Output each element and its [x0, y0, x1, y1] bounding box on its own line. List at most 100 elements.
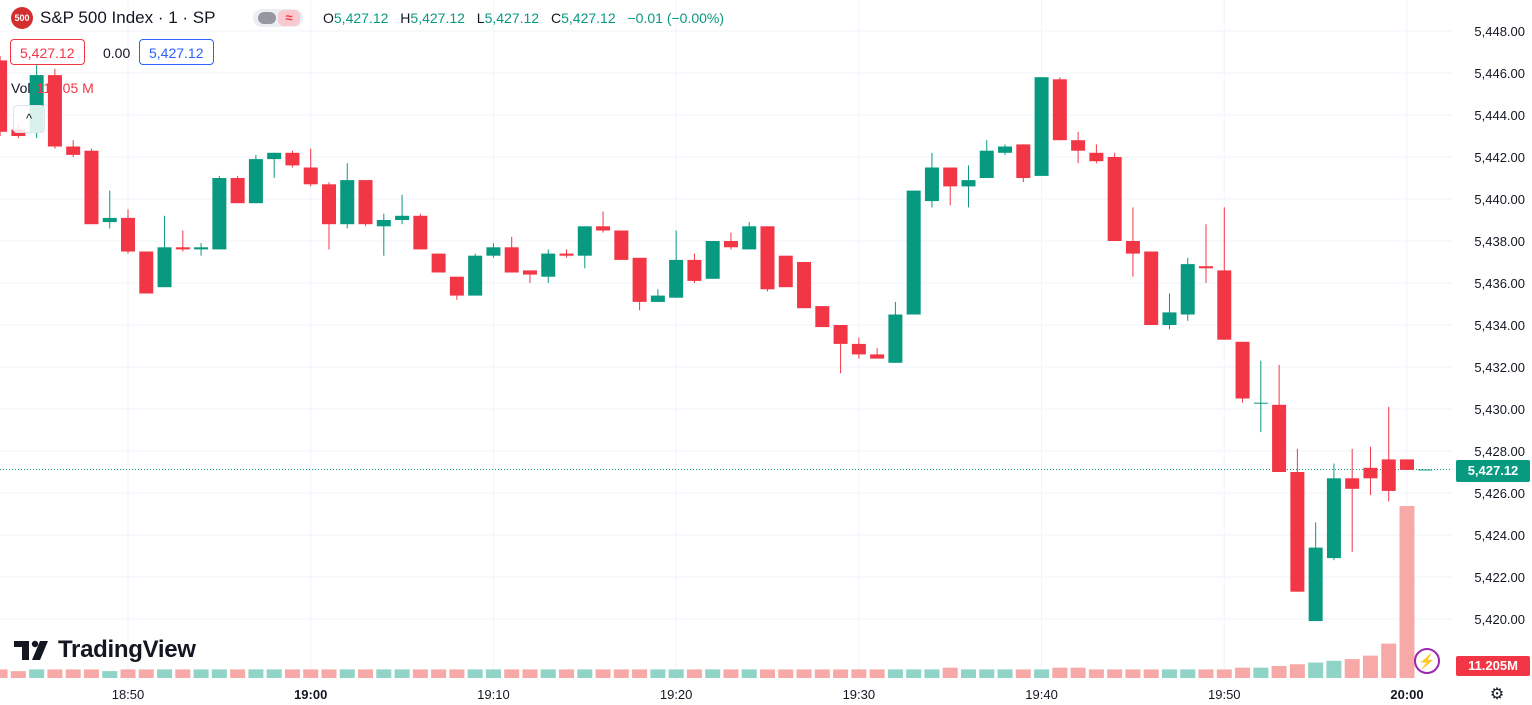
- volume-bar: [851, 669, 867, 678]
- x-tick-label: 19:30: [843, 687, 876, 702]
- volume-bar: [814, 669, 830, 678]
- volume-bar: [1107, 669, 1123, 678]
- candle-body: [705, 241, 720, 279]
- candle-body: [1326, 478, 1341, 559]
- time-axis: 18:50 19:00 19:10 19:20 19:30 19:40 19:50 20:00: [112, 687, 1424, 702]
- volume-bar: [760, 669, 775, 678]
- candle: [687, 253, 702, 283]
- candle: [248, 154, 263, 204]
- y-tick-label: 5,434.00: [1474, 318, 1525, 333]
- volume-bar: [979, 669, 995, 678]
- y-tick-label: 5,424.00: [1474, 528, 1525, 543]
- volume-bar: [1198, 669, 1214, 678]
- candle-body: [577, 226, 592, 256]
- candle: [1308, 522, 1323, 622]
- lightning-icon[interactable]: ⚡: [1414, 648, 1440, 674]
- candle-body: [1400, 459, 1414, 470]
- candle-body: [102, 217, 117, 223]
- volume-bar: [997, 669, 1013, 678]
- tradingview-logo[interactable]: TradingView: [14, 636, 196, 666]
- high-value: 5,427.12: [410, 10, 465, 26]
- candle-body: [248, 159, 263, 204]
- volume-legend[interactable]: Vol 11.205 M: [11, 80, 94, 96]
- volume-bar: [1143, 669, 1159, 678]
- candle-body: [0, 60, 8, 132]
- candle: [413, 213, 428, 250]
- volume-legend-value: 11.205 M: [36, 80, 94, 96]
- candle: [504, 236, 519, 273]
- volume-bar: [559, 669, 575, 678]
- candle: [760, 226, 775, 292]
- candle-body: [797, 262, 812, 309]
- candle-body: [742, 226, 757, 250]
- indicator-toggle[interactable]: ≈: [253, 9, 303, 27]
- volume-bar: [1381, 643, 1397, 678]
- volume-bar: [1326, 660, 1342, 678]
- candle-body: [1418, 469, 1433, 471]
- low-label: L: [476, 10, 485, 26]
- volume-bar: [211, 669, 227, 678]
- candle: [998, 144, 1013, 155]
- volume-bar: [796, 669, 812, 678]
- open-value: 5,427.12: [333, 10, 389, 26]
- candle: [1418, 469, 1433, 471]
- candle: [395, 194, 410, 225]
- candle: [650, 289, 665, 302]
- low-value: 5,427.12: [484, 10, 540, 26]
- ohlc-legend: O5,427.12 H5,427.12 L5,427.12 C5,427.12 …: [323, 10, 732, 26]
- y-tick-label: 5,444.00: [1474, 108, 1525, 123]
- candle-body: [851, 343, 866, 355]
- candle: [194, 243, 209, 256]
- candle-body: [66, 146, 81, 155]
- candle-body: [998, 146, 1013, 153]
- volume-bar: [1271, 665, 1287, 678]
- candle: [541, 249, 556, 283]
- candle-body: [687, 259, 702, 281]
- chevron-up-icon[interactable]: ^: [13, 105, 45, 133]
- x-tick-label: 19:00: [294, 687, 327, 702]
- candle: [1089, 144, 1104, 164]
- candle-body: [1162, 312, 1177, 325]
- candle-body: [650, 295, 665, 302]
- y-tick-label: 5,440.00: [1474, 192, 1525, 207]
- volume-bar: [467, 669, 483, 678]
- volume-bar: [504, 669, 520, 678]
- volume-bar: [412, 669, 428, 678]
- candle: [851, 337, 866, 359]
- candle-body: [596, 226, 611, 231]
- candle: [1107, 152, 1122, 241]
- candle-body: [870, 354, 885, 359]
- candle-body: [723, 241, 738, 248]
- candle: [1162, 293, 1177, 330]
- volume-bar: [1161, 669, 1177, 678]
- x-tick-label: 20:00: [1390, 687, 1423, 702]
- volume-bar: [83, 669, 99, 678]
- candle-body: [303, 167, 318, 185]
- volume-bar: [230, 669, 246, 678]
- settings-icon[interactable]: ⚙: [1489, 686, 1505, 703]
- volume-bar: [1034, 669, 1050, 678]
- volume-bar: [120, 669, 136, 678]
- candle: [1144, 251, 1159, 325]
- x-tick-label: 19:50: [1208, 687, 1241, 702]
- x-tick-label: 18:50: [112, 687, 145, 702]
- candle-body: [1363, 467, 1378, 479]
- candle: [778, 255, 793, 288]
- volume-bar: [1253, 667, 1269, 678]
- buy-price-button[interactable]: 5,427.12: [139, 39, 214, 65]
- candle: [979, 140, 994, 178]
- candle: [1016, 144, 1031, 183]
- symbol-title[interactable]: S&P 500 Index · 1 · SP: [40, 8, 216, 27]
- y-tick-label: 5,442.00: [1474, 150, 1525, 165]
- symbol-badge[interactable]: 500: [11, 7, 33, 29]
- sell-price-button[interactable]: 5,427.12: [10, 39, 85, 65]
- volume-bar: [1399, 506, 1415, 678]
- approx-icon[interactable]: ≈: [278, 10, 300, 26]
- candle-body: [1253, 402, 1268, 404]
- volume-bar: [266, 669, 282, 678]
- volume-bar: [613, 669, 629, 678]
- candle: [632, 257, 647, 311]
- volume-bar: [942, 667, 958, 678]
- volume-bar: [540, 669, 556, 678]
